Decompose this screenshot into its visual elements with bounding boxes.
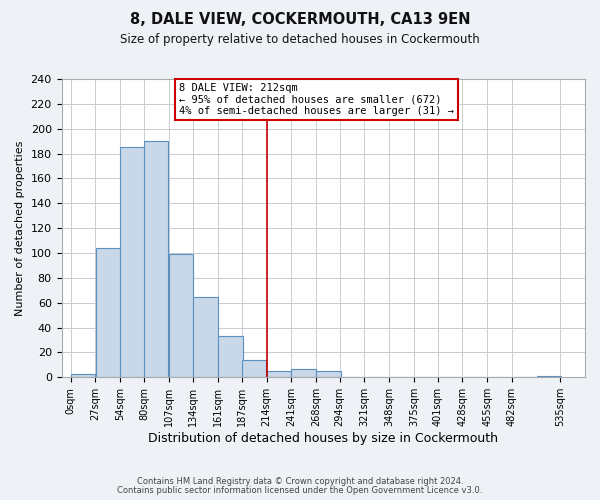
Bar <box>316 371 341 378</box>
Text: 8, DALE VIEW, COCKERMOUTH, CA13 9EN: 8, DALE VIEW, COCKERMOUTH, CA13 9EN <box>130 12 470 28</box>
Bar <box>193 296 218 378</box>
Text: 8 DALE VIEW: 212sqm
← 95% of detached houses are smaller (672)
4% of semi-detach: 8 DALE VIEW: 212sqm ← 95% of detached ho… <box>179 82 454 116</box>
Text: Contains public sector information licensed under the Open Government Licence v3: Contains public sector information licen… <box>118 486 482 495</box>
Bar <box>242 360 266 378</box>
Text: Size of property relative to detached houses in Cockermouth: Size of property relative to detached ho… <box>120 32 480 46</box>
Bar <box>95 248 120 378</box>
Bar <box>120 148 145 378</box>
Bar <box>169 254 193 378</box>
Y-axis label: Number of detached properties: Number of detached properties <box>15 140 25 316</box>
Bar <box>292 368 316 378</box>
Bar <box>266 371 291 378</box>
Bar <box>536 376 561 378</box>
Bar <box>144 141 169 378</box>
Bar <box>71 374 95 378</box>
X-axis label: Distribution of detached houses by size in Cockermouth: Distribution of detached houses by size … <box>148 432 498 445</box>
Bar <box>218 336 242 378</box>
Text: Contains HM Land Registry data © Crown copyright and database right 2024.: Contains HM Land Registry data © Crown c… <box>137 477 463 486</box>
